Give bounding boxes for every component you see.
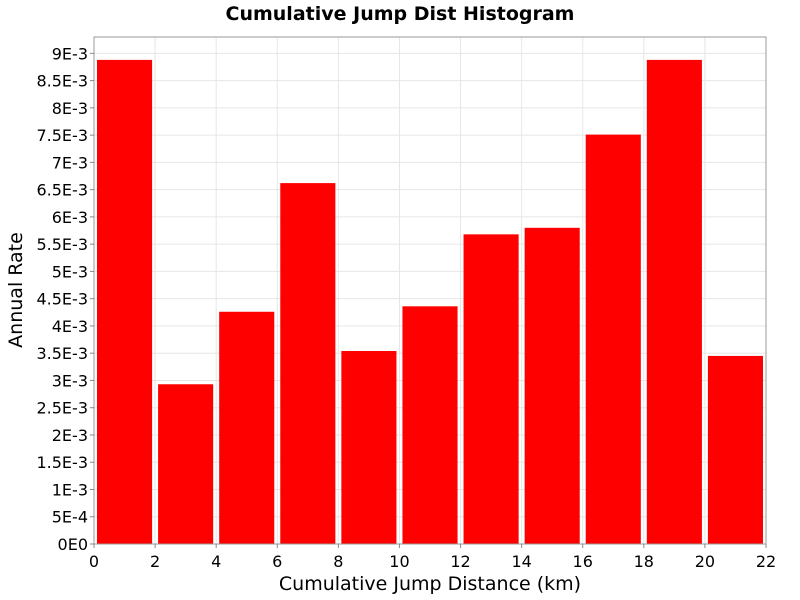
x-tick-label: 4 — [211, 552, 221, 571]
x-tick-label: 20 — [695, 552, 715, 571]
y-tick-labels: 0E0 5E-4 1E-3 1.5E-3 2E-3 2.5E-3 3E-3 3.5E-3 4E-… — [36, 44, 94, 554]
x-tick-label: 8 — [333, 552, 343, 571]
y-axis-label: Annual Rate — [5, 232, 27, 348]
x-tick-label: 6 — [272, 552, 282, 571]
y-tick-label: 5E-4 — [52, 508, 88, 527]
histogram-bar — [158, 384, 214, 544]
y-tick-label: 2.5E-3 — [36, 399, 88, 418]
y-tick-label: 7E-3 — [52, 153, 88, 172]
y-tick-label: 6E-3 — [52, 208, 88, 227]
y-tick-label: 8.5E-3 — [36, 72, 88, 91]
x-tick-label: 12 — [450, 552, 470, 571]
histogram-bar — [219, 311, 275, 544]
x-tick-labels: 0 2 4 6 8 10 12 14 16 18 20 22 — [89, 544, 776, 571]
y-tick-label: 3.5E-3 — [36, 344, 88, 363]
histogram-bar — [585, 134, 641, 545]
x-tick-label: 0 — [89, 552, 99, 571]
histogram-bar — [402, 306, 458, 544]
bars-layer — [97, 59, 763, 545]
plot-frame — [93, 36, 767, 545]
y-tick-label: 6.5E-3 — [36, 181, 88, 200]
y-tick-label: 7.5E-3 — [36, 126, 88, 145]
y-tick-label: 5.5E-3 — [36, 235, 88, 254]
y-tick-label: 2E-3 — [52, 426, 88, 445]
x-tick-label: 10 — [389, 552, 409, 571]
y-tick-label: 9E-3 — [52, 44, 88, 63]
y-tick-label: 8E-3 — [52, 99, 88, 118]
histogram-bar — [463, 234, 519, 544]
histogram-bar — [707, 355, 763, 544]
histogram-bar — [646, 59, 702, 544]
y-tick-label: 0E0 — [58, 535, 88, 554]
y-tick-label: 5E-3 — [52, 262, 88, 281]
y-tick-label: 1E-3 — [52, 480, 88, 499]
histogram-bar — [280, 183, 336, 545]
histogram-bar — [524, 227, 580, 544]
y-tick-label: 3E-3 — [52, 371, 88, 390]
x-tick-label: 14 — [511, 552, 531, 571]
y-tick-label: 1.5E-3 — [36, 453, 88, 472]
x-tick-label: 22 — [756, 552, 776, 571]
histogram-bar — [97, 59, 153, 544]
x-tick-label: 2 — [150, 552, 160, 571]
x-axis-label: Cumulative Jump Distance (km) — [279, 573, 581, 595]
x-tick-label: 18 — [634, 552, 654, 571]
y-tick-label: 4E-3 — [52, 317, 88, 336]
chart-title: Cumulative Jump Dist Histogram — [226, 3, 575, 25]
y-tick-label: 4.5E-3 — [36, 290, 88, 309]
x-tick-label: 16 — [573, 552, 593, 571]
histogram-bar — [341, 351, 397, 544]
